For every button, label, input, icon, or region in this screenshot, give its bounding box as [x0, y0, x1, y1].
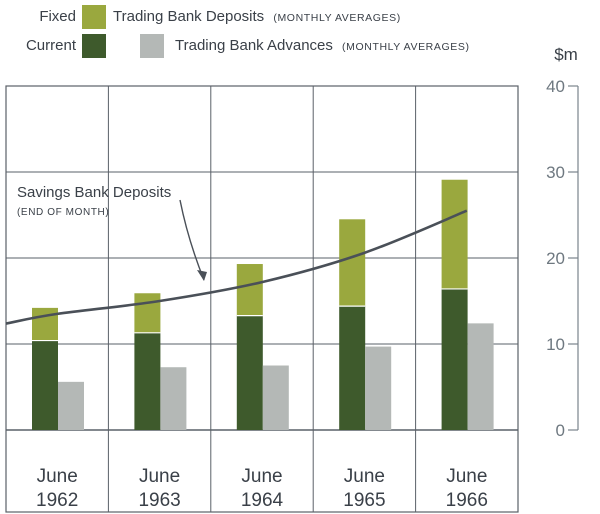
- legend-fixed-swatch: [82, 5, 106, 29]
- y-tick-label-20: 20: [546, 249, 565, 268]
- savings-bank-deposits-line: [5, 209, 468, 325]
- bar-fixed-3: [236, 264, 263, 316]
- category-label-month-3: June: [241, 466, 282, 487]
- category-label-month-4: June: [344, 466, 385, 487]
- bar-current-3: [236, 315, 263, 430]
- category-label-year-4: 1965: [343, 490, 385, 511]
- bar-advances-4: [365, 346, 392, 430]
- bar-fixed-4: [339, 219, 366, 307]
- category-label-year-1: 1962: [36, 490, 78, 511]
- y-axis: $m 0 10 20 30 40: [546, 45, 579, 440]
- y-tick-label-0: 0: [556, 421, 565, 440]
- bars: [32, 179, 494, 430]
- bar-current-5: [441, 288, 468, 430]
- legend-current-swatch: [82, 34, 106, 58]
- category-label-month-2: June: [139, 466, 180, 487]
- bar-fixed-5: [441, 179, 468, 289]
- category-label-year-5: 1966: [446, 490, 488, 511]
- chart-frame: [5, 85, 519, 513]
- legend-fixed-label: Fixed: [39, 8, 76, 25]
- annotation-arrow-head: [197, 270, 207, 281]
- bar-advances-2: [160, 367, 187, 430]
- y-tick-label-30: 30: [546, 163, 565, 182]
- annotation-arrow-line: [179, 199, 205, 281]
- savings-annotation-title: Savings Bank Deposits: [17, 184, 171, 201]
- legend-advances-note: (MONTHLY AVERAGES): [342, 41, 470, 53]
- legend-deposits-title: Trading Bank Deposits (MONTHLY AVERAGES): [113, 8, 401, 25]
- category-label-month-5: June: [446, 466, 487, 487]
- chart-grid: [5, 85, 519, 513]
- y-tick-label-40: 40: [546, 77, 565, 96]
- bar-current-1: [32, 340, 58, 430]
- y-tick-label-10: 10: [546, 335, 565, 354]
- savings-annotation: Savings Bank Deposits (END OF MONTH): [17, 184, 207, 281]
- bar-current-4: [339, 306, 366, 430]
- savings-annotation-note: (END OF MONTH): [17, 207, 109, 218]
- bar-current-2: [134, 332, 161, 430]
- category-label-year-2: 1963: [138, 490, 180, 511]
- legend-deposits-title-text: Trading Bank Deposits: [113, 8, 264, 25]
- category-label-year-3: 1964: [241, 490, 284, 511]
- bar-advances-3: [262, 365, 289, 430]
- legend-advances-swatch: [140, 34, 164, 58]
- bar-fixed-1: [32, 307, 58, 341]
- bar-advances-1: [58, 381, 84, 430]
- legend-current-label: Current: [26, 37, 77, 54]
- bar-fixed-2: [134, 293, 161, 333]
- y-axis-unit: $m: [554, 45, 578, 64]
- legend-advances-title-text: Trading Bank Advances: [175, 37, 333, 54]
- legend-advances-title: Trading Bank Advances (MONTHLY AVERAGES): [175, 37, 470, 54]
- legend: Fixed Current Trading Bank Deposits (MON…: [26, 5, 470, 58]
- category-label-month-1: June: [37, 466, 78, 487]
- bar-advances-5: [467, 323, 494, 430]
- legend-deposits-note: (MONTHLY AVERAGES): [273, 12, 401, 24]
- category-labels: June 1962 June 1963 June 1964 June 1965 June 1966: [36, 466, 488, 511]
